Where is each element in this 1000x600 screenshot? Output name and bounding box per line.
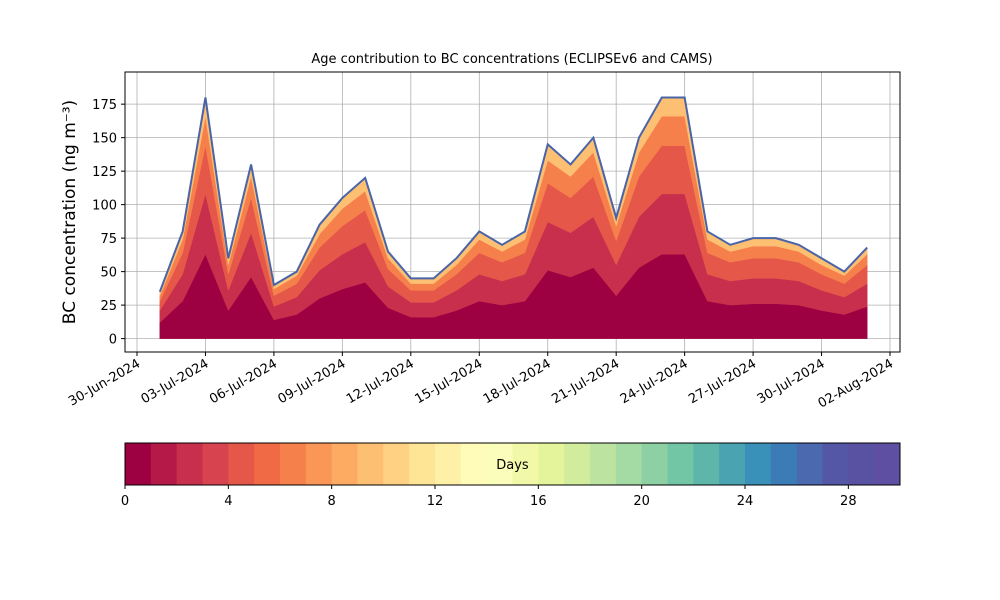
colorbar-swatch (176, 443, 203, 485)
y-tick-label: 125 (92, 165, 117, 180)
colorbar-tick-label: 28 (840, 494, 857, 509)
colorbar-swatch (305, 443, 333, 485)
x-tick-label: 06-Jul-2024 (207, 356, 280, 407)
colorbar-tick-label: 0 (121, 494, 129, 509)
colorbar-swatch (460, 443, 488, 485)
colorbar-tick-label: 12 (427, 494, 444, 509)
colorbar-swatch (254, 443, 281, 485)
x-tick-label: 30-Jun-2024 (66, 356, 143, 409)
colorbar-swatch (125, 443, 152, 485)
colorbar-swatch (590, 443, 617, 485)
x-tick-label: 12-Jul-2024 (344, 356, 417, 407)
colorbar-swatch (280, 443, 307, 485)
colorbar-swatch (357, 443, 384, 485)
plot-frame (124, 71, 901, 353)
colorbar-frame (124, 442, 901, 486)
colorbar-swatch (538, 443, 565, 485)
colorbar-swatch (435, 443, 462, 485)
y-tick-label: 25 (100, 299, 117, 314)
colorbar-swatch (512, 443, 539, 485)
y-tick-label: 100 (92, 199, 117, 214)
x-tick-label: 09-Jul-2024 (276, 356, 349, 407)
colorbar-swatch (848, 443, 875, 485)
colorbar-swatch (564, 443, 591, 485)
colorbar-swatch (383, 443, 410, 485)
colorbar-swatch (770, 443, 798, 485)
colorbar-swatch (693, 443, 720, 485)
colorbar-swatch (796, 443, 823, 485)
colorbar-swatch (409, 443, 436, 485)
colorbar-swatch (719, 443, 746, 485)
colorbar-swatch (822, 443, 849, 485)
chart-title: Age contribution to BC concentrations (E… (311, 52, 712, 67)
y-tick-label: 75 (100, 232, 117, 247)
y-axis-label: BC concentration (ng m⁻³) (60, 100, 80, 324)
y-tick-label: 50 (100, 266, 117, 281)
colorbar-label: Days (496, 458, 529, 473)
x-tick-label: 21-Jul-2024 (549, 356, 622, 407)
x-tick-label: 18-Jul-2024 (481, 356, 554, 407)
y-tick-label: 150 (92, 132, 117, 147)
y-tick-label: 0 (109, 333, 117, 348)
colorbar-tick-label: 24 (737, 494, 754, 509)
colorbar-swatch (874, 443, 901, 485)
colorbar-swatch (150, 443, 178, 485)
colorbar-swatch (641, 443, 668, 485)
x-tick-label: 24-Jul-2024 (618, 356, 691, 407)
x-tick-label: 02-Aug-2024 (816, 356, 896, 411)
x-tick-label: 15-Jul-2024 (412, 356, 485, 407)
colorbar-swatch (615, 443, 643, 485)
colorbar-tick-label: 4 (224, 494, 232, 509)
colorbar-swatch (486, 443, 513, 485)
colorbar-swatch (228, 443, 255, 485)
colorbar-tick-label: 20 (633, 494, 650, 509)
x-tick-label: 03-Jul-2024 (139, 356, 212, 407)
y-tick-label: 175 (92, 98, 117, 113)
colorbar-swatch (331, 443, 358, 485)
total-outline (158, 96, 868, 293)
colorbar-tick-label: 8 (328, 494, 336, 509)
colorbar-swatch (667, 443, 694, 485)
colorbar-tick-label: 16 (530, 494, 547, 509)
colorbar-swatch (202, 443, 229, 485)
x-tick-label: 27-Jul-2024 (686, 356, 759, 407)
colorbar-swatch (745, 443, 772, 485)
